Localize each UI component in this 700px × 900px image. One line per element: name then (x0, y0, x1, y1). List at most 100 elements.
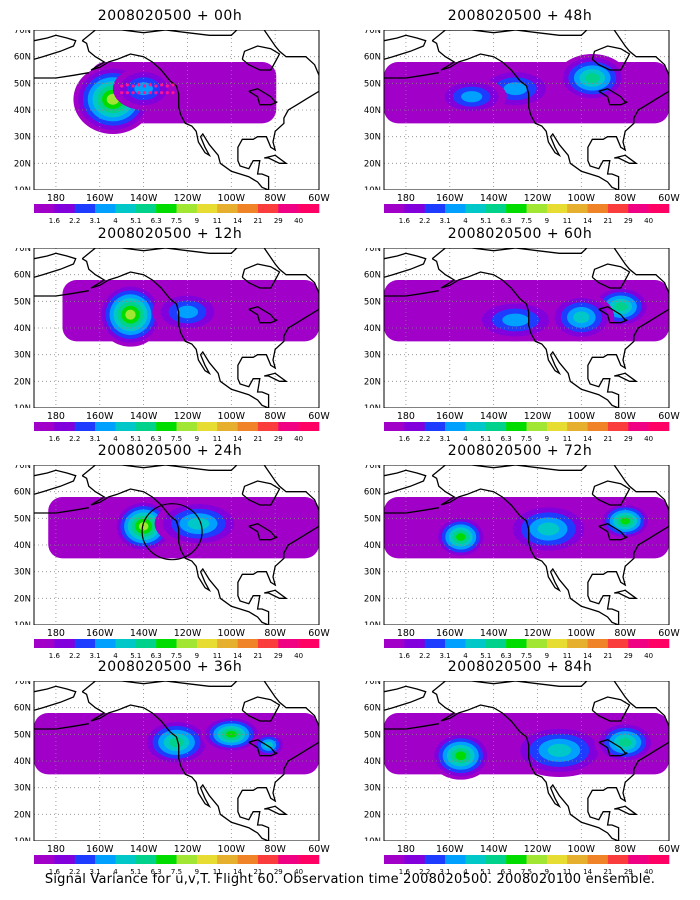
forecast-panel: 2008020500 + 36h 10N 20N 30N 40N 50N 60N 70N 180… (0, 659, 340, 881)
lon-tick-label: 140W (130, 844, 158, 855)
colorbar-label: 7.5 (171, 868, 182, 876)
colorbar-swatch (115, 204, 137, 213)
lon-tick-label: 180 (397, 193, 415, 204)
flight-point (154, 84, 158, 88)
colorbar-swatch (506, 855, 527, 864)
gridlines (34, 465, 319, 625)
colorbar-swatch (34, 204, 55, 213)
colorbar-swatch (445, 855, 466, 864)
colorbar-label: 21 (603, 435, 612, 443)
panel-title: 2008020500 + 36h (97, 659, 243, 675)
lat-tick-label: 60N (14, 704, 31, 714)
coastline (34, 507, 89, 514)
panel-title: 2008020500 + 60h (447, 226, 593, 242)
variance-field (62, 280, 319, 347)
colorbar-swatch (156, 855, 177, 864)
colorbar-label: 2.2 (419, 868, 430, 876)
colorbar-swatch (298, 639, 320, 648)
panel-title: 2008020500 + 12h (97, 226, 243, 242)
flight-point (171, 83, 175, 87)
variance-field (48, 497, 319, 559)
colorbar-swatch (445, 639, 466, 648)
colorbar: 180 160W 140W 120W 100W 80W 60W 1.6 2.2 3.1 4 5.1 6.… (34, 844, 330, 876)
colorbar-label: 4 (463, 217, 468, 225)
colorbar-label: 11 (563, 652, 572, 660)
colorbar-label: 2.2 (69, 868, 80, 876)
colorbar-label: 2.2 (69, 652, 80, 660)
colorbar-label: 14 (583, 217, 592, 225)
variance-contour (125, 309, 136, 320)
lat-tick-label: 20N (14, 377, 31, 387)
lat-tick-label: 20N (14, 810, 31, 820)
colorbar-label: 1.6 (49, 435, 61, 443)
gridlines (384, 681, 669, 841)
colorbar-label: 29 (274, 217, 283, 225)
colorbar-label: 21 (253, 217, 262, 225)
colorbar-swatch (465, 422, 487, 431)
lat-tick-label: 10N (364, 404, 381, 408)
colorbar-swatch (156, 422, 177, 431)
colorbar-label: 11 (213, 217, 222, 225)
coastline (598, 87, 628, 106)
lat-tick-label: 10N (364, 837, 381, 841)
lat-tick-label: 70N (14, 248, 31, 254)
flight-point (137, 91, 141, 95)
coastline (614, 589, 639, 599)
colorbar-swatch (217, 422, 238, 431)
target-circle (141, 503, 203, 561)
lon-tick-label: 120W (524, 628, 552, 639)
colorbar: 180 160W 140W 120W 100W 80W 60W 1.6 2.2 3.1 4 5.1 6.… (34, 193, 330, 225)
colorbar-label: 1.6 (399, 435, 411, 443)
colorbar-swatch (54, 639, 76, 648)
flight-point (165, 84, 169, 88)
colorbar: 180 160W 140W 120W 100W 80W 60W 1.6 2.2 3.1 4 5.1 6.… (34, 411, 330, 443)
forecast-panel: 2008020500 + 84h 10N 20N 30N 40N 50N 60N 70N 180… (350, 659, 690, 881)
gridlines (384, 30, 669, 190)
map-frame (33, 30, 320, 190)
gridlines (34, 681, 319, 841)
colorbar-swatch (485, 204, 507, 213)
colorbar-swatch (546, 639, 568, 648)
colorbar-swatch (567, 204, 588, 213)
colorbar-label: 6.3 (501, 435, 512, 443)
coastline (591, 263, 631, 289)
lon-tick-label: 80W (264, 193, 286, 204)
lat-tick-label: 60N (364, 704, 381, 714)
colorbar-label: 9 (545, 217, 549, 225)
coastline (384, 469, 427, 495)
colorbar-label: 1.6 (49, 868, 61, 876)
coastline (264, 372, 289, 382)
lon-tick-label: 180 (47, 193, 65, 204)
colorbar-label: 40 (644, 217, 653, 225)
flight-point (120, 84, 124, 88)
colorbar-swatch (628, 855, 649, 864)
colorbar-swatch (485, 855, 507, 864)
colorbar-label: 21 (253, 652, 262, 660)
lon-tick-label: 180 (397, 844, 415, 855)
coastline (384, 723, 439, 730)
coastline (264, 589, 289, 599)
lat-tick-label: 10N (14, 186, 31, 190)
lon-tick-label: 140W (130, 628, 158, 639)
colorbar-swatch (95, 204, 116, 213)
variance-map: 10N 20N 30N 40N 50N 60N 70N (14, 30, 320, 190)
flight-point (165, 91, 169, 95)
coastline (431, 30, 669, 190)
colorbar-label: 9 (195, 868, 199, 876)
colorbar-swatch (115, 639, 137, 648)
colorbar-label: 29 (624, 217, 633, 225)
lon-tick-label: 60W (308, 193, 330, 204)
coastline (384, 252, 427, 278)
lon-tick-label: 60W (658, 411, 680, 422)
coastline (431, 465, 669, 625)
colorbar-label: 2.2 (69, 217, 80, 225)
colorbar-label: 4 (113, 868, 118, 876)
coastline (431, 475, 619, 625)
coastline (591, 45, 631, 71)
flight-point (171, 91, 175, 95)
colorbar-swatch (384, 639, 405, 648)
variance-map: 10N 20N 30N 40N 50N 60N 70N (364, 248, 670, 408)
variance-field (34, 713, 319, 775)
lon-tick-label: 140W (480, 411, 508, 422)
lat-tick-label: 60N (364, 488, 381, 498)
